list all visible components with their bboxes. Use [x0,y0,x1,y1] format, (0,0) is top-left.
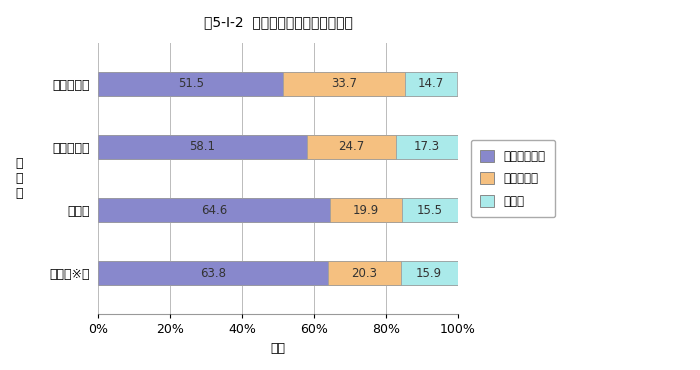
Text: 19.9: 19.9 [353,204,379,217]
Text: 51.5: 51.5 [178,77,204,90]
Text: 17.3: 17.3 [414,141,440,154]
Legend: 知らなかった, 知っている, その他: 知らなかった, 知っている, その他 [471,140,555,217]
Text: 63.8: 63.8 [200,267,226,280]
Bar [284,72,405,96]
Text: 20.3: 20.3 [351,267,377,280]
Y-axis label: 回
答
者: 回 答 者 [15,157,22,200]
Title: 図5-I-2  制度の認知度（回答者別）: 図5-I-2 制度の認知度（回答者別） [204,15,352,29]
Bar [98,72,284,96]
Bar [98,135,307,159]
Text: 33.7: 33.7 [331,77,357,90]
Bar [98,261,328,285]
Text: 24.7: 24.7 [338,141,365,154]
Bar [328,261,400,285]
Bar [307,135,396,159]
Bar [402,198,458,222]
Bar [405,72,457,96]
Text: 14.7: 14.7 [418,77,444,90]
Text: 64.6: 64.6 [201,204,228,217]
Text: 15.5: 15.5 [417,204,443,217]
X-axis label: 割合: 割合 [270,342,286,355]
Bar [400,261,458,285]
Text: 15.9: 15.9 [416,267,442,280]
Text: 58.1: 58.1 [190,141,216,154]
Bar [396,135,458,159]
Bar [330,198,402,222]
Bar [98,198,330,222]
